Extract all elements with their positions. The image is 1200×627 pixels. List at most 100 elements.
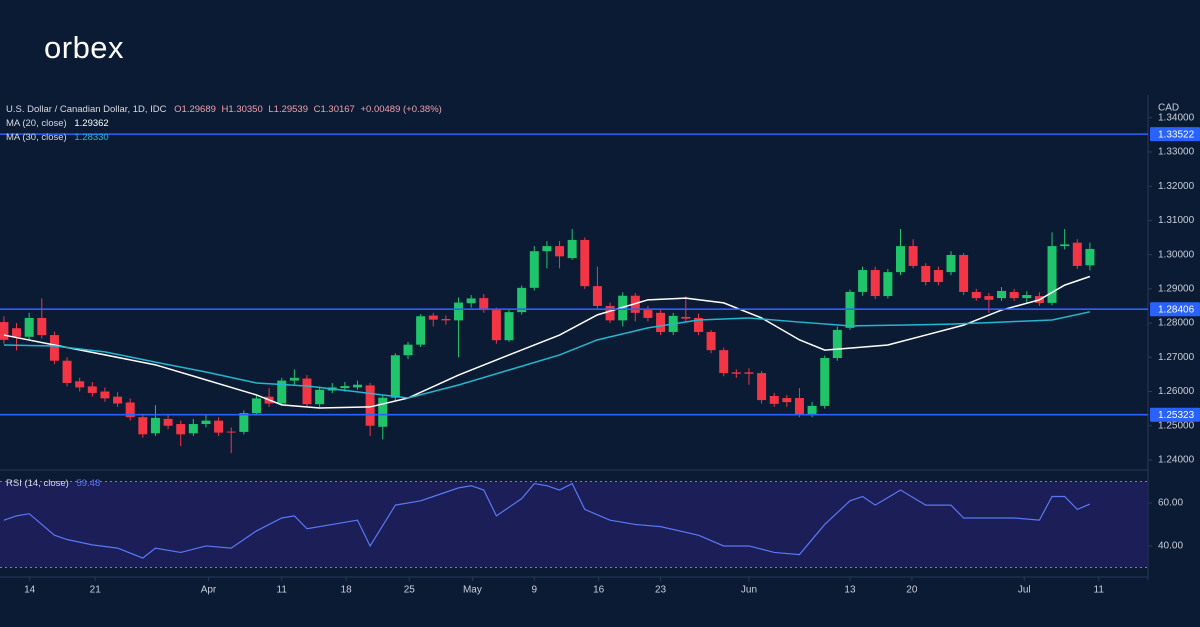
candle-body xyxy=(214,420,224,433)
rsi-legend: RSI (14, close) 59.48 xyxy=(6,478,105,489)
logo: orbex xyxy=(44,30,125,65)
ma-legend: MA (20, close) 1.29362 xyxy=(6,118,114,129)
candle-body xyxy=(794,398,804,415)
level-tag xyxy=(1150,127,1200,142)
candle-body xyxy=(138,417,148,435)
moving-average xyxy=(3,275,1091,409)
y-tick-label: 40.00 xyxy=(1158,541,1183,552)
x-tick-label: 9 xyxy=(532,585,538,596)
y-tick-label: 1.31000 xyxy=(1158,215,1195,226)
candle-body xyxy=(403,344,413,356)
y-tick-label: 1.28000 xyxy=(1158,318,1195,329)
y-tick-label: 1.32000 xyxy=(1158,181,1195,192)
candle-body xyxy=(895,246,905,273)
change: +0.00489 (+0.38%) xyxy=(360,104,442,115)
candle-body xyxy=(971,291,981,299)
y-axis-label: CAD xyxy=(1158,103,1179,114)
y-tick-label: 1.27000 xyxy=(1158,352,1195,363)
candle-body xyxy=(769,395,779,404)
rsi-line xyxy=(3,482,1091,559)
x-tick-label: 11 xyxy=(277,585,288,596)
level-tag xyxy=(1150,407,1200,422)
candle-body xyxy=(315,389,325,405)
level-label: 1.25323 xyxy=(1158,410,1195,421)
ohlc-label: H1.30350 xyxy=(221,104,263,115)
candle-body xyxy=(491,310,501,341)
ohlc-label: C1.30167 xyxy=(313,104,355,115)
candle-body xyxy=(1022,295,1032,299)
legend-value: 1.29362 xyxy=(74,118,109,129)
x-tick-label: 21 xyxy=(90,585,102,596)
candle-body xyxy=(706,331,716,351)
x-tick-label: Apr xyxy=(201,585,217,596)
level-tag xyxy=(1150,302,1200,317)
y-tick-label: 60.00 xyxy=(1158,498,1183,509)
candle-body xyxy=(62,360,72,383)
x-tick-label: May xyxy=(463,585,482,596)
candle-body xyxy=(163,418,173,426)
y-tick-label: 1.24000 xyxy=(1158,455,1195,466)
candle-body xyxy=(504,312,514,341)
y-tick-label: 1.29000 xyxy=(1158,284,1195,295)
candle-body xyxy=(466,298,476,304)
x-tick-label: 14 xyxy=(24,585,36,596)
candle-body xyxy=(340,386,350,389)
candle-body xyxy=(921,265,931,283)
candle-body xyxy=(378,397,388,427)
candle-body xyxy=(529,251,539,288)
candle-body xyxy=(731,372,741,374)
candle-body xyxy=(12,328,22,337)
candle-body xyxy=(75,381,85,388)
candle-body xyxy=(542,246,552,252)
symbol-legend: U.S. Dollar / Canadian Dollar, 1D, IDC O… xyxy=(6,104,447,115)
candle-body xyxy=(744,372,754,374)
candle-body xyxy=(719,350,729,374)
y-tick-label: 1.26000 xyxy=(1158,386,1195,397)
candle-body xyxy=(757,373,767,401)
legend-name: MA (20, close) xyxy=(6,118,67,129)
candle-body xyxy=(605,305,615,321)
candle-body xyxy=(555,246,565,257)
candle-body xyxy=(37,317,47,336)
candle-body xyxy=(1060,244,1070,247)
candle-body xyxy=(416,316,426,345)
y-tick-label: 1.30000 xyxy=(1158,249,1195,260)
candle-body xyxy=(820,357,830,406)
candle-body xyxy=(188,424,198,434)
rsi-band xyxy=(0,481,1148,568)
ohlc-label: L1.29539 xyxy=(268,104,308,115)
candle-body xyxy=(580,239,590,287)
candle-body xyxy=(807,405,817,415)
ma-legend: MA (30, close) 1.28330 xyxy=(6,132,114,143)
candle-body xyxy=(984,296,994,300)
candle-body xyxy=(567,239,577,259)
y-tick-label: 1.25000 xyxy=(1158,420,1195,431)
candle-body xyxy=(125,402,135,418)
x-tick-label: 11 xyxy=(1094,585,1105,596)
candle-body xyxy=(100,391,110,399)
x-tick-label: 13 xyxy=(844,585,856,596)
candle-body xyxy=(87,386,97,393)
candle-body xyxy=(959,254,969,292)
candle-body xyxy=(176,424,186,435)
candle-body xyxy=(454,302,464,321)
candle-body xyxy=(479,298,489,311)
x-tick-label: 16 xyxy=(593,585,605,596)
candle-body xyxy=(681,316,691,319)
candle-body xyxy=(441,318,451,321)
candle-body xyxy=(1085,248,1095,266)
x-tick-label: 18 xyxy=(341,585,353,596)
level-label: 1.28406 xyxy=(1158,304,1195,315)
candle-body xyxy=(352,384,362,388)
candle-body xyxy=(1072,242,1082,266)
rsi-title: RSI (14, close) xyxy=(6,478,69,489)
y-tick-label: 1.33000 xyxy=(1158,147,1195,158)
y-tick-label: 1.34000 xyxy=(1158,112,1195,123)
candle-body xyxy=(113,396,123,404)
candle-body xyxy=(201,420,211,425)
x-tick-label: Jul xyxy=(1018,585,1031,596)
candle-body xyxy=(150,417,160,434)
candle-body xyxy=(870,270,880,297)
level-label: 1.33522 xyxy=(1158,129,1195,140)
x-tick-label: 25 xyxy=(404,585,416,596)
